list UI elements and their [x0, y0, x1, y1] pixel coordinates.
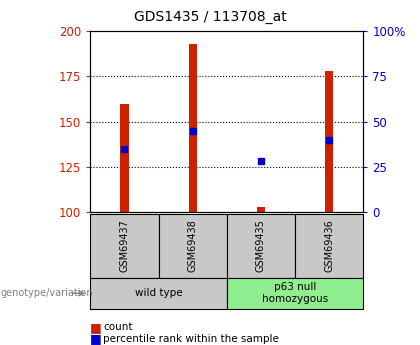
Text: GSM69436: GSM69436 [324, 219, 334, 272]
Bar [121, 104, 129, 212]
Text: GSM69438: GSM69438 [188, 219, 198, 272]
Text: count: count [103, 322, 132, 332]
Text: GSM69437: GSM69437 [119, 219, 129, 272]
Text: p63 null
homozygous: p63 null homozygous [262, 283, 328, 304]
Text: GDS1435 / 113708_at: GDS1435 / 113708_at [134, 10, 286, 24]
Text: genotype/variation: genotype/variation [1, 288, 94, 298]
Text: ■: ■ [90, 332, 102, 345]
Text: percentile rank within the sample: percentile rank within the sample [103, 334, 279, 344]
Text: wild type: wild type [135, 288, 182, 298]
Bar [325, 71, 333, 212]
Bar [257, 207, 265, 212]
Text: ■: ■ [90, 321, 102, 334]
Text: GSM69435: GSM69435 [256, 219, 266, 272]
Bar [189, 44, 197, 212]
